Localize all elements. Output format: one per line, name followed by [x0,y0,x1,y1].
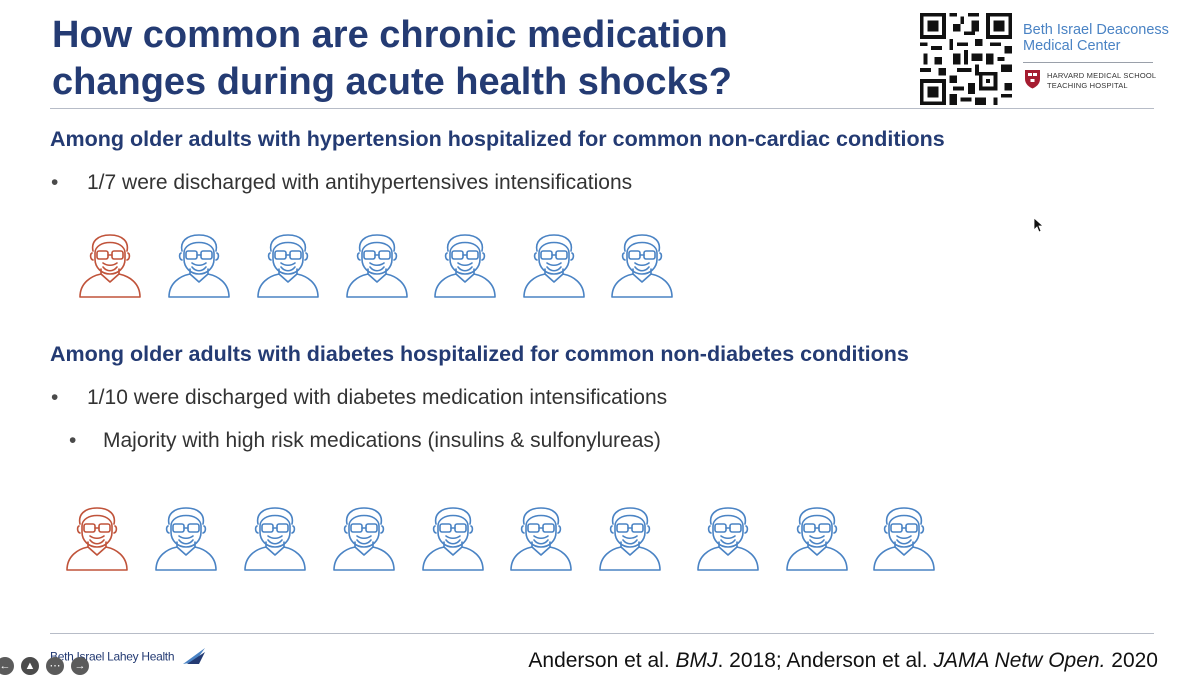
citation: Anderson et al. BMJ. 2018; Anderson et a… [528,649,1158,673]
bidmc-line-2: Medical Center [1023,38,1121,54]
hypertension-person-icon-5 [432,229,498,299]
section-2-bullet-text: 1/10 were discharged with diabetes medic… [87,386,668,409]
swoosh-icon [181,646,207,669]
section-2-sub-bullet: • Majority with high risk medications (in… [69,429,661,453]
qr-code-icon [920,13,1012,105]
hms-line-2: Teaching Hospital [1047,80,1128,90]
diabetes-person-icon-6 [508,502,574,572]
hms-line-1: Harvard Medical School [1047,71,1157,80]
section-1-bullet-text: 1/7 were discharged with antihypertensiv… [87,171,633,194]
bullet-dot: • [51,171,59,194]
section-2-sub-bullet-text: Majority with high risk medications (ins… [103,429,661,452]
title-divider [50,108,1154,109]
hypertension-person-icon-2 [166,229,232,299]
mouse-cursor-icon [1034,218,1044,233]
section-1-bullet: • 1/7 were discharged with antihypertensi… [51,171,632,195]
diabetes-person-icon-2 [153,502,219,572]
hypertension-person-icon-7 [609,229,675,299]
bidmc-line-1: Beth Israel Deaconess [1023,22,1169,38]
hms-logo-text: Harvard Medical School Teaching Hospital [1047,71,1167,90]
hypertension-person-icon-1-highlighted [77,229,143,299]
section-1-heading: Among older adults with hypertension hos… [50,127,945,151]
slide-title: How common are chronic medication change… [52,12,872,106]
bullet-dot: • [51,386,59,409]
citation-journal-1: BMJ [675,649,718,672]
hypertension-person-icon-6 [521,229,587,299]
hypertension-person-icon-4 [344,229,410,299]
bidmc-logo-text: Beth Israel Deaconess Medical Center [1023,22,1173,54]
title-line-1: How common are chronic medication [52,14,728,56]
diabetes-person-icon-8 [695,502,761,572]
diabetes-person-icon-3 [242,502,308,572]
more-icon[interactable]: ⋯ [46,657,64,675]
diabetes-person-icon-7 [597,502,663,572]
pen-icon[interactable]: ▲ [21,657,39,675]
footer-brand-text: Beth Israel Lahey Health [50,649,175,664]
diabetes-person-icon-10 [871,502,937,572]
hypertension-person-icon-3 [255,229,321,299]
section-2-heading: Among older adults with diabetes hospita… [50,342,909,366]
harvard-shield-icon [1025,70,1040,89]
sub-bullet-dot: • [69,429,77,452]
citation-part-2: . 2018; Anderson et al. [717,649,934,672]
citation-journal-2: JAMA Netw Open. [933,649,1106,672]
diabetes-person-icon-5 [420,502,486,572]
title-line-2: changes during acute health shocks? [52,61,732,103]
arrow-right-icon[interactable]: → [71,657,89,675]
diabetes-person-icon-9 [784,502,850,572]
diabetes-person-icon-1-highlighted [64,502,130,572]
citation-part-1: Anderson et al. [528,649,676,672]
footer-divider [50,633,1154,634]
citation-part-3: 2020 [1105,649,1158,672]
section-2-bullet: • 1/10 were discharged with diabetes medi… [51,386,667,410]
arrow-left-icon[interactable]: ← [0,657,14,675]
logo-divider [1023,62,1153,63]
diabetes-person-icon-4 [331,502,397,572]
